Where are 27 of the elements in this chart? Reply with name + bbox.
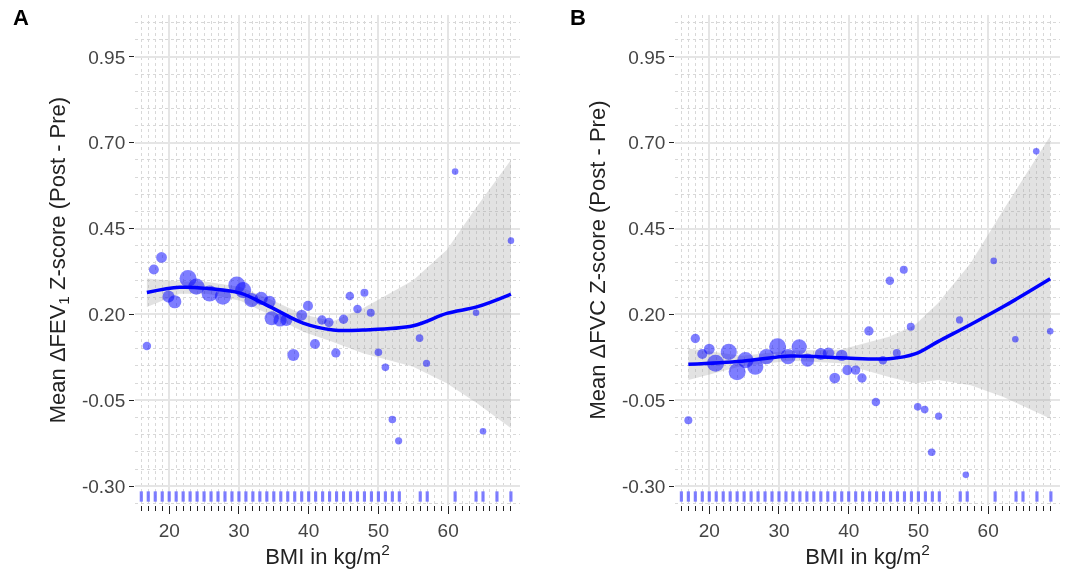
x-tick-label: 40 <box>298 519 320 541</box>
y-tick-label: 0.95 <box>628 46 666 68</box>
y-tick-label: 0.45 <box>88 218 126 240</box>
y-tick-label: -0.05 <box>621 389 666 411</box>
x-tick-label: 20 <box>158 519 180 541</box>
x-tick-label: 60 <box>437 519 459 541</box>
y-tick-label: 0.20 <box>88 304 126 326</box>
y-tick-label: -0.30 <box>621 475 666 497</box>
x-axis-title: BMI in kg/m$^{2}$ <box>805 540 930 570</box>
chart-title: B <box>570 5 586 30</box>
x-tick-label: 50 <box>367 519 389 541</box>
x-tick-label: 30 <box>228 519 250 541</box>
y-tick-label: 0.70 <box>628 132 666 154</box>
x-tick-label: 50 <box>907 519 929 541</box>
y-axis-title: Mean ΔFVC Z-score (Post - Pre) <box>584 100 610 420</box>
y-tick-label: 0.95 <box>88 46 126 68</box>
chart-title: A <box>13 5 29 30</box>
y-tick-label: -0.05 <box>81 389 126 411</box>
y-tick-label: 0.45 <box>628 218 666 240</box>
x-tick-label: 30 <box>768 519 790 541</box>
x-tick-label: 60 <box>977 519 999 541</box>
x-tick-label: 40 <box>838 519 860 541</box>
y-tick-label: -0.30 <box>81 475 126 497</box>
y-tick-label: 0.70 <box>88 132 126 154</box>
y-tick-label: 0.20 <box>628 304 666 326</box>
x-axis-title: BMI in kg/m$^{2}$ <box>265 540 390 570</box>
x-tick-label: 20 <box>698 519 720 541</box>
